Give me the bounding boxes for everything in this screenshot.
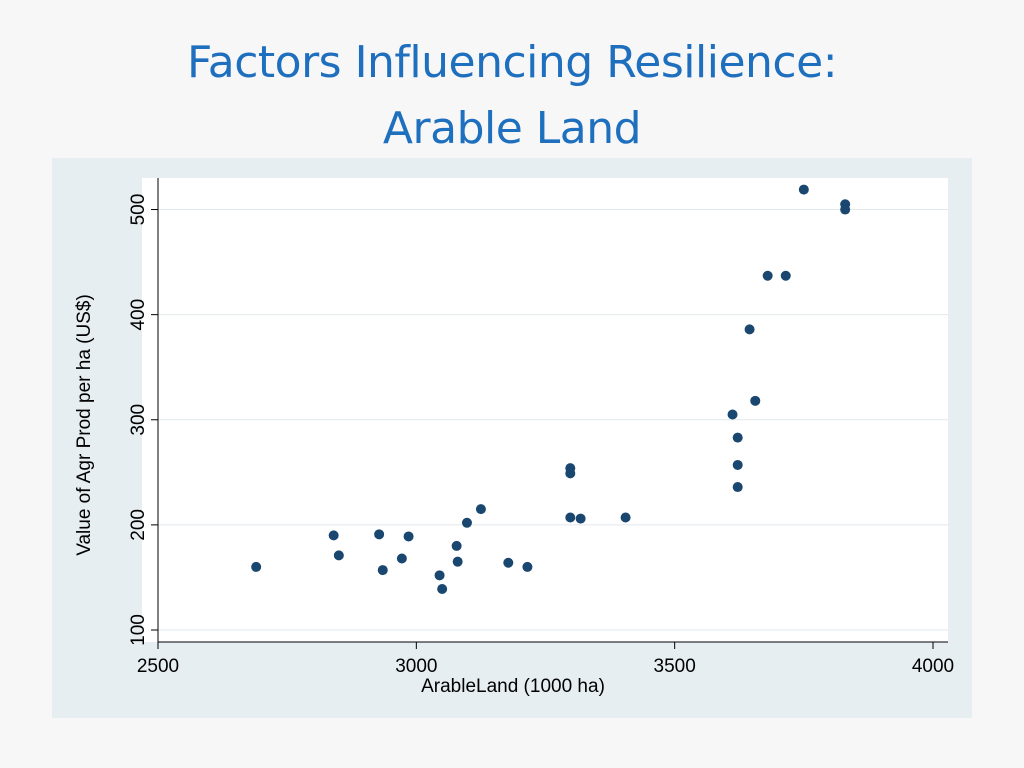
plot-area <box>142 178 948 642</box>
data-point <box>503 557 514 568</box>
x-tick-label: 2500 <box>137 656 179 677</box>
data-point <box>565 512 576 523</box>
data-point <box>475 504 486 515</box>
data-point <box>780 270 791 281</box>
title-line-2: Arable Land <box>382 103 642 154</box>
data-point <box>437 584 448 595</box>
data-point <box>451 540 462 551</box>
y-axis-ticks: 100 200 300 400 500 <box>128 194 158 646</box>
y-tick-label: 400 <box>128 299 149 331</box>
data-point <box>762 270 773 281</box>
data-point <box>840 204 851 215</box>
y-axis-title: Value of Agr Prod per ha (US$) <box>74 294 95 556</box>
scatter-chart: 2500 3000 3500 4000 100 200 300 400 500 ArableL… <box>74 178 954 697</box>
gridlines <box>158 209 948 631</box>
data-point <box>750 395 761 406</box>
data-point <box>403 531 414 542</box>
data-point <box>732 432 743 443</box>
y-tick-label: 200 <box>128 509 149 541</box>
data-point <box>565 468 576 479</box>
data-point <box>396 553 407 564</box>
data-point <box>620 512 631 523</box>
chart-frame: 2500 3000 3500 4000 100 200 300 400 500 ArableL… <box>52 158 972 718</box>
y-tick-label: 300 <box>128 404 149 436</box>
data-point <box>333 550 344 561</box>
data-point <box>798 184 809 195</box>
data-point <box>461 517 472 528</box>
x-axis-ticks: 2500 3000 3500 4000 <box>137 642 954 677</box>
data-point <box>732 482 743 493</box>
axes <box>157 178 948 643</box>
data-point <box>452 556 463 567</box>
x-tick-label: 4000 <box>912 656 954 677</box>
data-point <box>522 561 533 572</box>
title-line-1: Factors Influencing Resilience: <box>186 37 838 88</box>
x-tick-label: 3500 <box>654 656 696 677</box>
y-tick-label: 100 <box>128 614 149 646</box>
data-point <box>328 530 339 541</box>
data-point <box>575 513 586 524</box>
data-point <box>377 565 388 576</box>
data-point <box>727 409 738 420</box>
data-point <box>744 324 755 335</box>
data-point <box>374 529 385 540</box>
data-points <box>251 184 851 595</box>
y-tick-label: 500 <box>128 194 149 226</box>
x-axis-title: ArableLand (1000 ha) <box>421 676 605 697</box>
data-point <box>732 459 743 470</box>
x-tick-label: 3000 <box>395 656 437 677</box>
data-point <box>251 561 262 572</box>
data-point <box>434 570 445 581</box>
slide-title: Factors Influencing Resilience: Arable L… <box>0 30 1024 162</box>
